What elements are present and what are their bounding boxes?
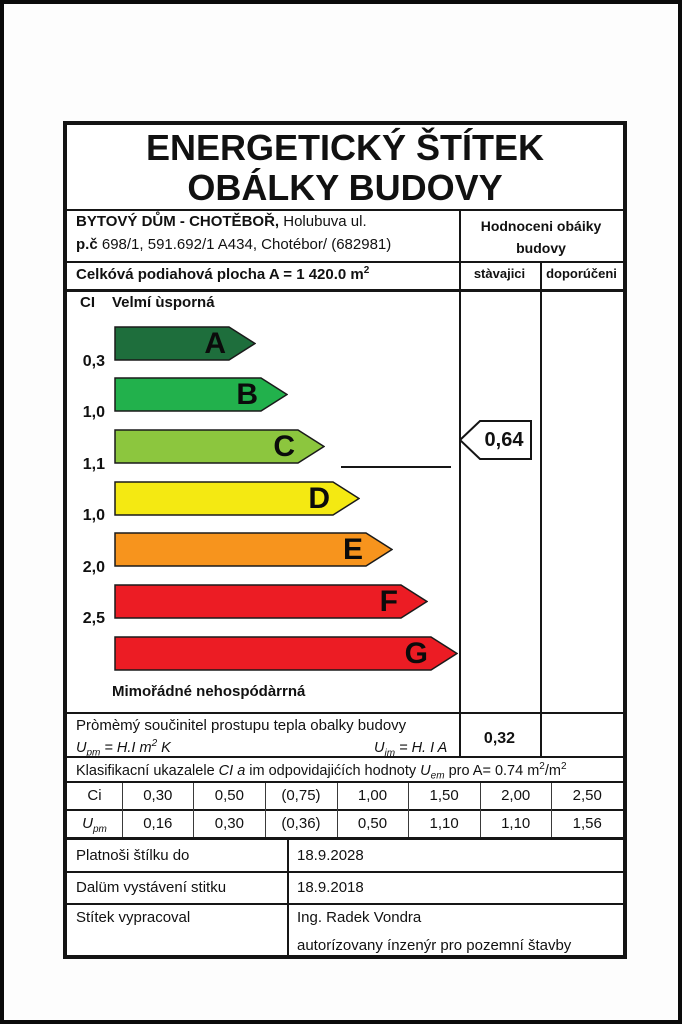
table-divider bbox=[551, 783, 552, 837]
band-b-arrow bbox=[114, 377, 288, 412]
current-value-marker: 0,64 bbox=[458, 419, 533, 461]
divider bbox=[67, 712, 623, 714]
band-a: A bbox=[114, 326, 256, 361]
issue-label: Dalüm vystávení stitku bbox=[76, 879, 227, 896]
band-d: D bbox=[114, 481, 360, 516]
table-cell: (0,75) bbox=[281, 787, 321, 804]
band-c: C bbox=[114, 429, 325, 464]
caption-inefficient: Mimořádné nehospódàrrná bbox=[112, 683, 306, 700]
column-recommended: doporúčeni bbox=[546, 266, 617, 281]
divider bbox=[67, 903, 623, 905]
assessment-header: Hodnoceni obáiky budovy bbox=[480, 218, 602, 256]
table-cell: 2,50 bbox=[572, 787, 602, 804]
building-name: BYTOVÝ DŮM - CHOTĚBOŘ, Holubuva ul. bbox=[76, 213, 367, 230]
building-parcel: p.č 698/1, 591.692/1 A434, Chotébor/ (68… bbox=[76, 236, 392, 253]
band-c-arrow bbox=[114, 429, 325, 464]
table-divider bbox=[480, 783, 481, 837]
divider bbox=[67, 837, 623, 840]
table-cell: 2,00 bbox=[501, 787, 531, 804]
author-name: Ing. Radek Vondra bbox=[297, 909, 422, 926]
table-divider bbox=[193, 783, 194, 837]
tick-0: 0,3 bbox=[82, 353, 105, 370]
summary-current-value: 0,32 bbox=[483, 730, 516, 747]
tick-3: 1,0 bbox=[82, 507, 105, 524]
divider bbox=[67, 871, 623, 873]
summary-formula-ujm: Ujm = H. I A bbox=[374, 740, 448, 759]
table-cell: 0,16 bbox=[143, 815, 173, 832]
band-b: B bbox=[114, 377, 288, 412]
divider-thick bbox=[67, 289, 623, 292]
author-label: Stítek vypracoval bbox=[76, 909, 191, 926]
ci-axis-label: CI bbox=[80, 294, 95, 311]
energy-label: ENERGETICKÝ ŠTÍTEK OBÁLKY BUDOVY BYTOVÝ … bbox=[63, 121, 627, 959]
table-cell: 0,50 bbox=[357, 815, 388, 832]
band-g: G bbox=[114, 636, 458, 671]
divider bbox=[67, 809, 623, 811]
band-a-arrow bbox=[114, 326, 256, 361]
band-b-letter: B bbox=[236, 378, 258, 411]
divider bbox=[67, 781, 623, 783]
table-divider bbox=[408, 783, 409, 837]
table-cell: 0,50 bbox=[214, 787, 244, 804]
band-a-letter: A bbox=[204, 327, 226, 360]
table-cell: 1,00 bbox=[357, 787, 388, 804]
validity-label: Platnoši štílku do bbox=[76, 847, 190, 864]
column-divider bbox=[540, 261, 542, 756]
classification-text: Klasifikacní ukazalele CI a im odpovidaj… bbox=[76, 761, 567, 782]
band-d-arrow bbox=[114, 481, 360, 516]
band-g-letter: G bbox=[404, 637, 428, 670]
author-title: autorízovany ínzenýr pro pozemní štavby bbox=[297, 937, 572, 954]
table-ci-label: Ci bbox=[87, 787, 102, 804]
table-cell: 1,50 bbox=[429, 787, 459, 804]
table-cell: 0,30 bbox=[214, 815, 244, 832]
caption-efficient: Velmí ùsporná bbox=[112, 294, 215, 311]
divider bbox=[67, 756, 623, 758]
tick-4: 2,0 bbox=[82, 559, 105, 576]
table-cell: (0,36) bbox=[281, 815, 321, 832]
band-f-arrow bbox=[114, 584, 428, 619]
band-f: F bbox=[114, 584, 428, 619]
table-cell: 1,56 bbox=[572, 815, 602, 832]
band-g-arrow bbox=[114, 636, 458, 671]
band-c-letter: C bbox=[273, 430, 295, 463]
table-row-upm: Upm 0,16 0,30 (0,36) 0,50 1,10 1,10 1,56 bbox=[67, 811, 623, 837]
validity-date: 18.9.2028 bbox=[297, 847, 364, 864]
band-e: E bbox=[114, 532, 393, 567]
issue-date: 18.9.2018 bbox=[297, 879, 364, 896]
band-d-letter: D bbox=[308, 482, 330, 515]
marker-arrow bbox=[458, 420, 532, 460]
divider bbox=[67, 261, 623, 263]
table-cell: 0,30 bbox=[143, 787, 173, 804]
title-line2: OBÁLKY BUDOVY bbox=[187, 167, 503, 208]
table-divider bbox=[265, 783, 266, 837]
footer-divider bbox=[287, 839, 289, 955]
divider bbox=[67, 209, 623, 211]
table-divider bbox=[337, 783, 338, 837]
table-upm-label: Upm bbox=[82, 815, 107, 835]
title-line1: ENERGETICKÝ ŠTÍTEK bbox=[145, 127, 545, 168]
tick-2: 1,1 bbox=[82, 456, 105, 473]
class-boundary-line bbox=[341, 466, 451, 468]
column-current: stàvajici bbox=[473, 266, 526, 281]
tick-1: 1,0 bbox=[82, 404, 105, 421]
floor-area: Celkóvá podiahová plocha A = 1 420.0 m2 bbox=[76, 265, 370, 283]
page-title: ENERGETICKÝ ŠTÍTEK OBÁLKY BUDOVY bbox=[67, 125, 623, 212]
table-divider bbox=[122, 783, 123, 837]
column-divider bbox=[459, 209, 461, 756]
tick-5: 2,5 bbox=[82, 610, 105, 627]
marker-value: 0,64 bbox=[484, 429, 524, 451]
band-e-letter: E bbox=[342, 533, 363, 566]
summary-formula-upm: Upm = H.I m2 K bbox=[76, 738, 171, 759]
summary-text: Pròmèmý součinitel prostupu tepla obalky… bbox=[76, 717, 407, 734]
table-row-ci: Ci 0,30 0,50 (0,75) 1,00 1,50 2,00 2,50 bbox=[67, 783, 623, 809]
table-cell: 1,10 bbox=[501, 815, 531, 832]
band-f-letter: F bbox=[379, 585, 398, 618]
band-e-arrow bbox=[114, 532, 393, 567]
table-cell: 1,10 bbox=[429, 815, 459, 832]
